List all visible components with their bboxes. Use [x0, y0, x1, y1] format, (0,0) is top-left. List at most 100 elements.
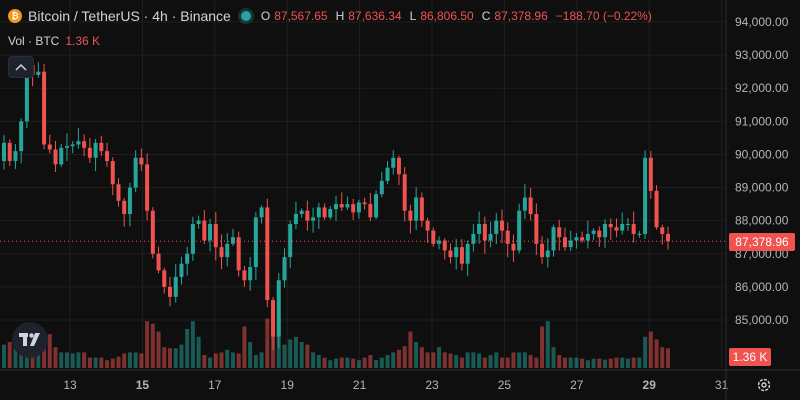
- candle-body: [179, 263, 184, 277]
- volume-bar: [620, 357, 625, 368]
- collapse-legend-button[interactable]: [8, 56, 34, 78]
- candle-body: [356, 202, 361, 213]
- candle-body: [625, 223, 630, 225]
- candle-body: [511, 243, 516, 251]
- volume-legend: Vol · BTC 1.36 K: [8, 34, 100, 48]
- volume-bar: [345, 357, 350, 368]
- y-axis-label: 92,000.00: [735, 81, 789, 95]
- candle-body: [459, 247, 464, 264]
- candle-body: [499, 220, 505, 231]
- volume-bar: [568, 357, 573, 368]
- x-axis-label: 13: [63, 378, 77, 392]
- volume-bar: [477, 353, 482, 368]
- volume-bar: [494, 352, 499, 368]
- volume-bar: [70, 353, 75, 368]
- candle-body: [391, 157, 396, 168]
- volume-bar: [522, 352, 527, 368]
- volume-bar: [110, 358, 115, 368]
- candle-body: [351, 204, 356, 213]
- volume-bar: [339, 357, 344, 368]
- volume-bar: [362, 357, 367, 368]
- volume-bar: [454, 355, 459, 368]
- tradingview-mark-icon: [19, 333, 40, 346]
- volume-bar: [368, 355, 373, 368]
- candle-body: [385, 167, 390, 181]
- volume-bar: [637, 357, 642, 368]
- candle-body: [322, 207, 327, 218]
- volume-bar: [190, 321, 195, 368]
- low-key: L: [409, 9, 417, 23]
- price-change: −188.70 (−0.22%): [555, 9, 652, 23]
- open-key: O: [260, 9, 271, 23]
- volume-bar: [505, 357, 510, 368]
- candle-body: [551, 227, 556, 251]
- volume-bar: [127, 352, 132, 368]
- volume-bar: [648, 331, 653, 368]
- candle-body: [236, 237, 241, 271]
- candle-body: [396, 157, 401, 175]
- volume-bar: [150, 323, 155, 368]
- candle-body: [608, 223, 613, 228]
- volume-bar: [374, 360, 379, 368]
- candle-body: [253, 217, 258, 268]
- candle-body: [99, 142, 104, 152]
- volume-bar: [414, 342, 419, 368]
- candle-body: [185, 253, 190, 264]
- open-value: 87,567.65: [274, 9, 328, 23]
- candle-body: [7, 142, 12, 162]
- volume-bar: [660, 347, 665, 368]
- candle-body: [333, 204, 339, 210]
- candle-body: [282, 257, 287, 281]
- candle-body: [603, 223, 608, 238]
- volume-bar: [322, 357, 327, 368]
- candle-body: [242, 270, 247, 281]
- candle-body: [540, 243, 545, 258]
- candle-body: [139, 157, 144, 165]
- volume-bar: [499, 357, 505, 368]
- volume-bar: [208, 357, 213, 368]
- settings-button[interactable]: [754, 375, 774, 395]
- volume-bar: [248, 342, 253, 368]
- candle-body: [24, 65, 29, 122]
- candle-body: [654, 190, 659, 228]
- candle-body: [545, 250, 550, 258]
- tradingview-logo-icon[interactable]: [12, 322, 48, 358]
- candle-body: [591, 230, 596, 234]
- candle-body: [660, 227, 665, 234]
- volume-bar: [665, 348, 671, 368]
- y-axis-label: 86,000.00: [735, 280, 789, 294]
- candle-body: [471, 233, 476, 244]
- candle-body: [293, 214, 298, 224]
- volume-bar: [625, 358, 630, 368]
- volume-bar: [557, 355, 562, 368]
- candle-body: [614, 227, 619, 231]
- volume-bar: [202, 355, 207, 368]
- symbol-title[interactable]: Bitcoin / TetherUS · 4h · Binance: [28, 8, 231, 24]
- volume-bar: [396, 349, 401, 368]
- volume-bar: [230, 352, 235, 368]
- candle-body: [620, 223, 625, 231]
- volume-bar: [385, 355, 390, 368]
- volume-bar: [540, 326, 545, 368]
- volume-bar: [608, 358, 613, 368]
- volume-bar: [442, 352, 447, 368]
- volume-bar: [145, 321, 150, 368]
- candle-body: [167, 286, 173, 297]
- volume-bar: [196, 336, 201, 368]
- volume-bar: [299, 342, 304, 368]
- volume-bar: [408, 331, 413, 368]
- candle-body: [368, 204, 373, 218]
- candle-body: [505, 230, 510, 244]
- candle-body: [643, 157, 648, 234]
- volume-bar: [402, 346, 407, 368]
- volume-bar: [82, 352, 87, 368]
- volume-bar: [179, 344, 184, 368]
- high-key: H: [335, 9, 345, 23]
- high-value: 87,636.34: [348, 9, 402, 23]
- candle-body: [494, 220, 499, 234]
- volume-bar: [328, 360, 333, 368]
- x-axis-label: 17: [208, 378, 222, 392]
- y-axis-label: 93,000.00: [735, 48, 789, 62]
- volume-bar: [53, 347, 58, 368]
